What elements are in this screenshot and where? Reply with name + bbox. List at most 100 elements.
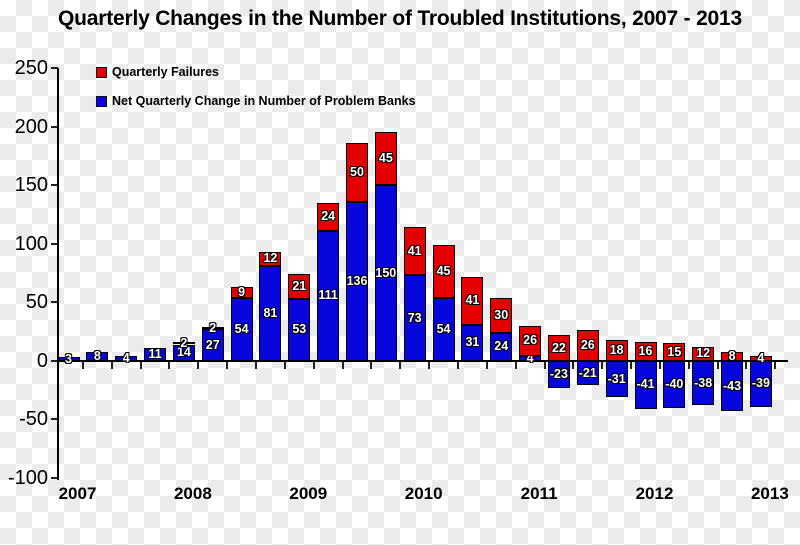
bar-value-label: -31 — [607, 371, 626, 386]
x-axis-year-label: 2009 — [289, 484, 328, 503]
y-axis-tick-label: 100 — [14, 232, 48, 255]
x-axis-tick — [197, 361, 200, 369]
x-axis-tick — [514, 361, 517, 369]
x-axis-tick — [745, 361, 748, 369]
bar-value-label: 150 — [375, 265, 397, 280]
bar-value-label: 111 — [318, 288, 338, 303]
bar-value-label: 136 — [346, 273, 368, 288]
bar-value-label: 81 — [263, 305, 278, 320]
x-axis-year-label: 2012 — [635, 484, 674, 503]
bar-value-label: 12 — [263, 251, 278, 266]
x-axis-tick — [774, 361, 777, 369]
bar-value-label: 54 — [234, 321, 249, 336]
bar-value-label: 26 — [580, 338, 595, 353]
x-axis-tick — [370, 361, 373, 369]
failures-bar — [663, 343, 686, 361]
bar-value-label: 41 — [407, 243, 422, 258]
bar-value-label: 2 — [180, 335, 188, 350]
failures-bar — [547, 335, 570, 361]
legend-label: Quarterly Failures — [112, 65, 219, 79]
bar-value-label: 27 — [205, 337, 220, 352]
problem-banks-bar — [259, 266, 282, 361]
y-axis-tick-label: 250 — [14, 57, 48, 80]
failures-bar — [576, 330, 599, 361]
bar-value-label: 73 — [407, 310, 422, 325]
y-axis-tick-label: 200 — [14, 115, 48, 138]
problem-banks-bar — [86, 351, 109, 361]
failures-bar — [374, 132, 397, 186]
chart-title: Quarterly Changes in the Number of Troub… — [57, 7, 742, 30]
x-axis-tick — [110, 361, 113, 369]
failures-bar — [201, 326, 224, 330]
bar-value-label: -41 — [636, 377, 655, 392]
x-axis-tick — [543, 361, 546, 369]
failures-bar — [403, 227, 426, 276]
bar-value-label: -38 — [694, 375, 713, 390]
bar-value-label: 9 — [238, 284, 246, 299]
y-axis-tick-label: -100 — [7, 467, 48, 490]
x-axis-tick — [687, 361, 690, 369]
legend-item-failures: Quarterly Failures — [96, 65, 416, 79]
x-axis-year-label: 2013 — [750, 484, 789, 503]
x-axis-tick — [601, 361, 604, 369]
problem-banks-bar — [403, 275, 426, 361]
problem-banks-bar — [230, 297, 253, 361]
bar-value-label: 8 — [728, 348, 736, 363]
problem-banks-bar — [461, 324, 484, 361]
x-axis-tick — [283, 361, 286, 369]
bar-value-label: -39 — [751, 376, 770, 391]
problem-banks-bar — [172, 344, 195, 361]
bar-value-label: 16 — [638, 344, 653, 359]
y-axis-tick-label: 50 — [25, 291, 48, 314]
bar-value-label: 15 — [667, 344, 682, 359]
failures-bar — [172, 342, 195, 345]
y-axis-tick — [51, 125, 58, 128]
bar-value-label: 2 — [209, 320, 217, 335]
x-axis-tick — [168, 361, 171, 369]
y-axis-tick — [51, 418, 58, 421]
failures-bar — [288, 274, 311, 299]
failures-bar — [692, 346, 715, 361]
y-axis-tick — [51, 242, 58, 245]
problem-banks-bar — [749, 360, 772, 407]
failures-bar — [230, 287, 253, 298]
bar-value-label: 21 — [292, 279, 307, 294]
x-axis-year-label: 2010 — [404, 484, 443, 503]
x-axis-tick — [630, 361, 633, 369]
failures-bar — [749, 356, 772, 361]
x-axis-tick — [456, 361, 459, 369]
problem-banks-bar — [692, 360, 715, 406]
bar-value-label: -40 — [665, 376, 684, 391]
x-axis-tick — [399, 361, 402, 369]
y-axis-tick — [51, 359, 58, 362]
x-axis-tick — [572, 361, 575, 369]
bar-value-label: 41 — [465, 293, 480, 308]
bar-value-label: 31 — [465, 335, 480, 350]
bar-value-label: 14 — [176, 345, 191, 360]
x-axis-tick — [312, 361, 315, 369]
failures-bar — [346, 143, 368, 202]
bar-value-label: 54 — [436, 321, 451, 336]
problem-banks-bar — [634, 360, 657, 409]
bar-value-label: 12 — [696, 346, 711, 361]
bar-value-label: 30 — [494, 307, 509, 322]
blue-square-icon — [96, 95, 107, 107]
x-axis-year-label: 2011 — [520, 484, 558, 503]
bar-value-label: 11 — [148, 346, 162, 361]
problem-banks-bar — [374, 185, 397, 361]
bar-value-label: 8 — [93, 348, 101, 363]
x-axis-tick — [485, 361, 488, 369]
x-axis-tick — [139, 361, 142, 369]
x-axis-year-label: 2007 — [58, 484, 97, 503]
red-square-icon — [96, 66, 107, 78]
bar-value-label: -23 — [549, 366, 568, 381]
failures-bar — [721, 351, 744, 361]
problem-banks-bar — [547, 360, 570, 388]
x-axis-year-label: 2008 — [173, 484, 212, 503]
x-axis-tick — [255, 361, 258, 369]
y-axis-tick-label: 0 — [36, 349, 48, 372]
y-axis-tick-label: -50 — [19, 408, 48, 431]
x-axis-tick — [658, 361, 661, 369]
